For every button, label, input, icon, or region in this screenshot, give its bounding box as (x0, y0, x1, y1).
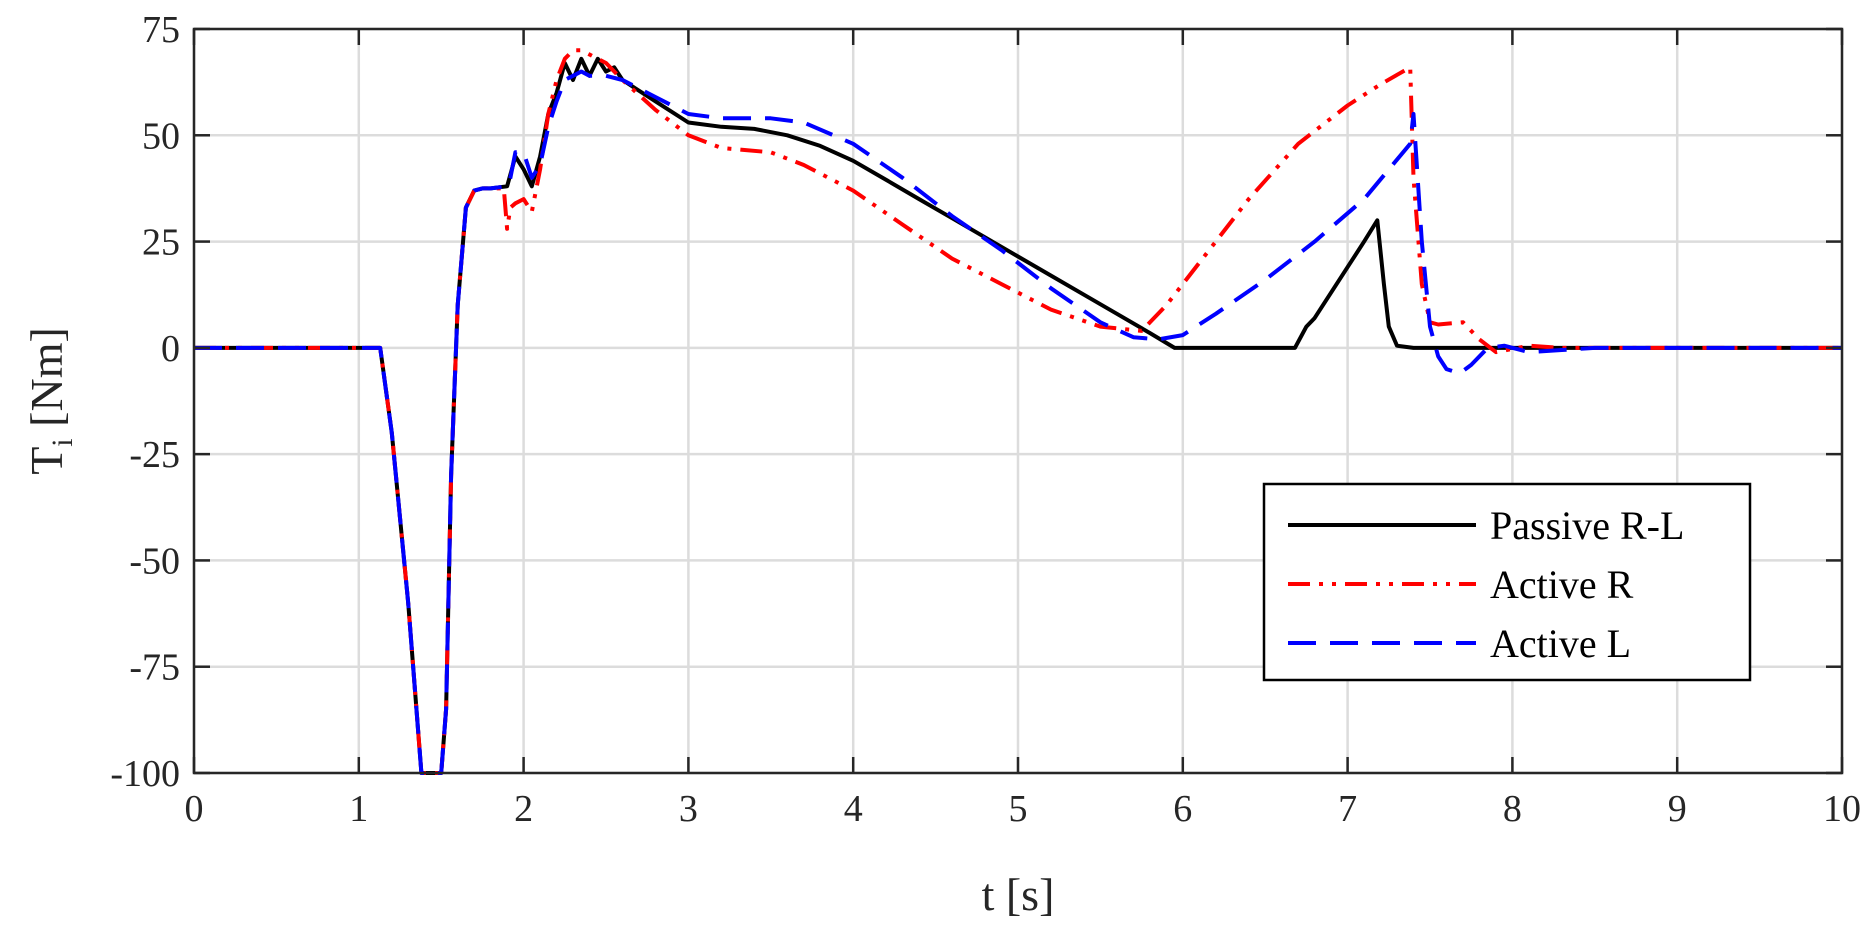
y-tick-label: 0 (161, 328, 180, 370)
x-tick-label: 9 (1668, 788, 1687, 830)
legend-label-passive: Passive R-L (1490, 503, 1684, 548)
y-tick-labels: -100 -75 -50 -25 0 25 50 75 (110, 9, 180, 795)
y-tick-label: -25 (129, 434, 180, 476)
legend: Passive R-L Active R Active L (1262, 482, 1752, 682)
y-tick-label: -50 (129, 540, 180, 582)
x-tick-label: 3 (679, 788, 698, 830)
series-line-active-r (194, 48, 1842, 775)
x-tick-label: 10 (1823, 788, 1861, 830)
legend-label-active-l: Active L (1490, 621, 1631, 666)
x-tick-label: 5 (1009, 788, 1028, 830)
x-tick-label: 7 (1338, 788, 1357, 830)
series-layer (194, 48, 1842, 775)
x-tick-label: 0 (185, 788, 204, 830)
x-tick-labels: 0 1 2 3 4 5 6 7 8 9 10 (185, 788, 1862, 830)
y-tick-label: 50 (142, 115, 180, 157)
legend-label-active-r: Active R (1490, 562, 1634, 607)
x-tick-label: 2 (514, 788, 533, 830)
x-axis-label: t [s] (982, 869, 1055, 920)
series-line-active-l (194, 69, 1842, 775)
x-tick-label: 8 (1503, 788, 1522, 830)
y-axis-label-subscript: i (46, 438, 79, 446)
y-axis-label: Ti [Nm] (21, 327, 79, 475)
x-tick-label: 4 (844, 788, 863, 830)
y-tick-label: 25 (142, 222, 180, 264)
x-tick-label: 6 (1173, 788, 1192, 830)
tick-marks (192, 27, 1844, 775)
y-tick-label: -100 (110, 753, 180, 795)
y-tick-label: 75 (142, 9, 180, 51)
y-axis-label-unit: [Nm] (21, 327, 72, 438)
x-tick-label: 1 (349, 788, 368, 830)
y-axis-label-main: T (21, 447, 72, 475)
y-tick-label: -75 (129, 647, 180, 689)
